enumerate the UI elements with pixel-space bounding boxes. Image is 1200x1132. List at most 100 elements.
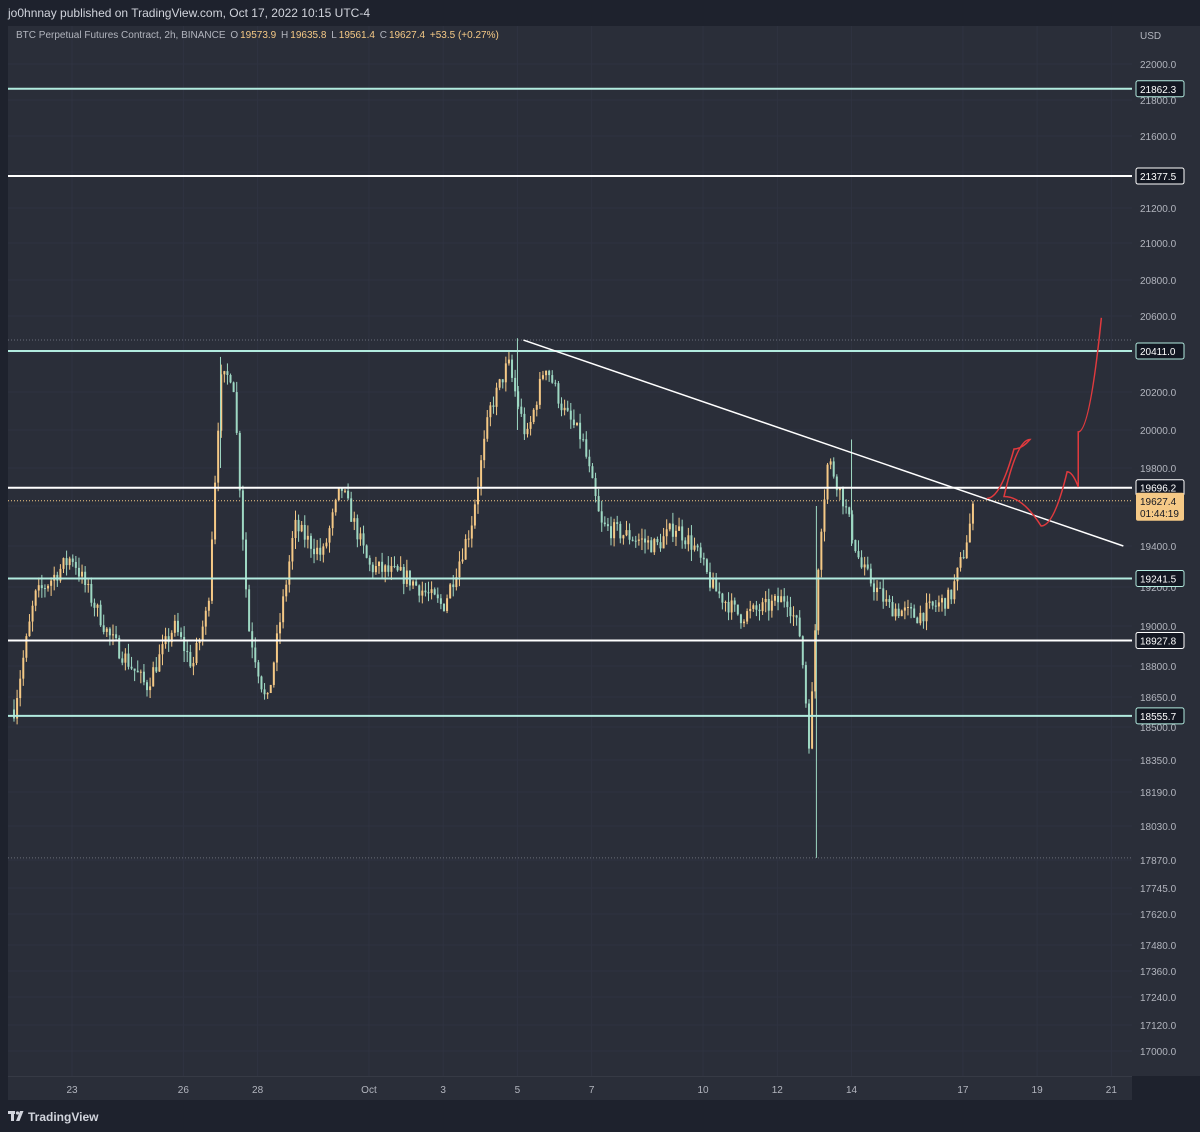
- y-tick-label: 18350.0: [1140, 756, 1177, 767]
- candle-down: [705, 559, 708, 573]
- candle-down: [127, 653, 130, 667]
- candle-down: [832, 461, 835, 477]
- close-label: C: [379, 30, 387, 41]
- y-tick-label: 17240.0: [1140, 993, 1177, 1004]
- candle-down: [610, 526, 613, 539]
- candle-down: [520, 406, 523, 414]
- y-tick-label: 18030.0: [1140, 822, 1177, 833]
- candle-up: [214, 482, 217, 540]
- candle-down: [860, 557, 863, 568]
- candle-down: [916, 617, 919, 624]
- candle-up: [152, 667, 155, 687]
- candle-down: [260, 676, 263, 690]
- candle-up: [47, 585, 50, 589]
- candle-down: [146, 682, 149, 691]
- y-tick-label: 17120.0: [1140, 1021, 1177, 1032]
- chart-pane[interactable]: [8, 26, 1132, 1076]
- candle-up: [207, 600, 210, 611]
- candle-down: [684, 540, 687, 545]
- candle-down: [557, 383, 560, 404]
- candle-down: [248, 589, 251, 632]
- low-label: L: [331, 30, 337, 41]
- candle-up: [625, 530, 628, 536]
- candle-up: [467, 538, 470, 540]
- candle-down: [910, 607, 913, 609]
- candle-down: [845, 506, 848, 508]
- candle-down: [882, 588, 885, 602]
- level-price-text: 21377.5: [1140, 172, 1177, 183]
- candle-up: [761, 602, 764, 612]
- candle-up: [111, 634, 114, 636]
- candle-up: [285, 584, 288, 597]
- candle-down: [690, 535, 693, 550]
- candle-down: [229, 374, 232, 383]
- candle-up: [105, 628, 108, 632]
- candle-up: [483, 438, 486, 461]
- candle-down: [807, 703, 810, 749]
- y-tick-label: 20200.0: [1140, 388, 1177, 399]
- candle-up: [223, 371, 226, 375]
- candle-down: [362, 533, 365, 546]
- candle-up: [359, 533, 362, 540]
- open-value: 19573.9: [240, 30, 277, 41]
- candle-down: [387, 565, 390, 572]
- candle-down: [950, 589, 953, 600]
- candle-up: [464, 538, 467, 560]
- y-tick-label: 17870.0: [1140, 856, 1177, 867]
- y-tick-label: 19000.0: [1140, 622, 1177, 633]
- price-axis[interactable]: USD22000.021800.021600.021400.021200.021…: [1132, 26, 1200, 1076]
- candle-down: [232, 382, 235, 393]
- candle-down: [183, 636, 186, 652]
- top-bar: jo0hnnay published on TradingView.com, O…: [0, 0, 1200, 26]
- candle-up: [826, 464, 829, 500]
- candle-down: [433, 589, 436, 595]
- candle-down: [767, 599, 770, 611]
- candle-up: [22, 657, 25, 679]
- candle-up: [526, 428, 529, 435]
- candle-up: [956, 567, 959, 582]
- candle-up: [473, 504, 476, 526]
- candle-down: [74, 561, 77, 568]
- candle-down: [65, 558, 68, 566]
- y-tick-label: 17000.0: [1140, 1047, 1177, 1058]
- candle-up: [730, 600, 733, 613]
- candle-down: [616, 522, 619, 524]
- candle-up: [792, 615, 795, 617]
- level-price-text: 18555.7: [1140, 712, 1177, 723]
- candle-up: [201, 626, 204, 640]
- current-price-badge: [1136, 492, 1184, 521]
- y-tick-label: 20600.0: [1140, 312, 1177, 323]
- candle-down: [566, 407, 569, 411]
- candle-down: [783, 596, 786, 602]
- candle-down: [554, 382, 557, 384]
- candle-up: [541, 375, 544, 379]
- time-axis[interactable]: 23 26 28 Oct 3 5 7 10 12 14 17 19 21: [8, 1076, 1132, 1101]
- footer: TradingView: [0, 1100, 1200, 1132]
- y-tick-label: 18800.0: [1140, 662, 1177, 673]
- candle-up: [34, 590, 37, 606]
- candle-up: [653, 539, 656, 553]
- candle-up: [25, 636, 28, 658]
- level-price-text: 19241.5: [1140, 574, 1177, 585]
- candle-down: [851, 514, 854, 540]
- candle-down: [452, 584, 455, 588]
- candle-up: [545, 370, 548, 376]
- candle-up: [59, 568, 62, 581]
- candle-up: [811, 691, 814, 749]
- candle-up: [678, 526, 681, 531]
- candlestick-chart[interactable]: [8, 26, 1132, 1076]
- candle-down: [582, 439, 585, 441]
- candle-up: [863, 564, 866, 568]
- candle-up: [217, 430, 220, 483]
- candle-down: [427, 592, 430, 594]
- candle-down: [733, 600, 736, 605]
- candle-up: [693, 545, 696, 550]
- high-label: H: [281, 30, 289, 41]
- x-tick-label: 26: [178, 1085, 190, 1096]
- projection-drawing: [986, 317, 1103, 527]
- candle-down: [511, 359, 514, 378]
- candle-down: [597, 496, 600, 512]
- candle-up: [272, 662, 275, 685]
- candle-down: [176, 620, 179, 633]
- candle-up: [300, 524, 303, 532]
